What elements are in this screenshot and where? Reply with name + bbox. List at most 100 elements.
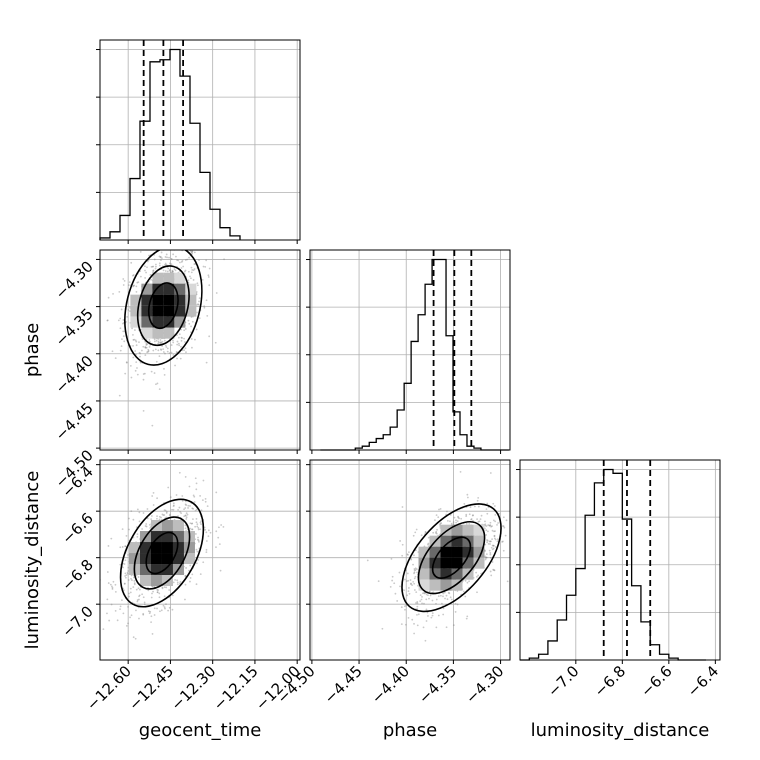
sample-point bbox=[159, 339, 162, 341]
sample-point bbox=[189, 236, 191, 238]
sample-point bbox=[171, 594, 174, 597]
sample-point bbox=[183, 515, 186, 518]
sample-point bbox=[411, 584, 414, 587]
sample-point bbox=[136, 281, 139, 284]
sample-point bbox=[152, 271, 154, 274]
sample-point bbox=[185, 512, 188, 515]
sample-point bbox=[148, 345, 151, 348]
sample-point bbox=[135, 361, 138, 364]
sample-point bbox=[493, 537, 496, 540]
sample-point bbox=[176, 357, 178, 360]
sample-point bbox=[165, 264, 168, 266]
sample-point bbox=[412, 563, 414, 566]
density-block bbox=[462, 524, 474, 536]
contour-line bbox=[147, 282, 179, 330]
sample-point bbox=[195, 548, 198, 551]
sample-point bbox=[129, 591, 132, 594]
sample-point bbox=[132, 576, 135, 579]
sample-point bbox=[165, 603, 167, 606]
x-tick-label: −6.8 bbox=[591, 662, 629, 700]
sample-point bbox=[404, 578, 406, 581]
sample-point bbox=[132, 285, 134, 288]
sample-point bbox=[122, 278, 125, 280]
sample-point bbox=[161, 340, 164, 343]
sample-point bbox=[185, 351, 187, 354]
sample-point bbox=[151, 495, 154, 497]
sample-point bbox=[410, 583, 412, 585]
sample-point bbox=[431, 599, 434, 602]
sample-point bbox=[198, 259, 200, 261]
sample-point bbox=[156, 382, 159, 385]
sample-point bbox=[496, 540, 499, 543]
sample-point bbox=[139, 275, 142, 278]
sample-point bbox=[148, 612, 151, 615]
sample-point bbox=[445, 626, 448, 629]
sample-point bbox=[204, 265, 207, 268]
sample-point bbox=[158, 264, 161, 267]
sample-point bbox=[205, 548, 208, 551]
sample-point bbox=[174, 244, 176, 246]
sample-point bbox=[400, 606, 403, 609]
density-block bbox=[172, 531, 184, 543]
sample-point bbox=[193, 241, 195, 243]
sample-point bbox=[406, 594, 409, 597]
y-axis-label-phase: phase bbox=[22, 323, 43, 377]
sample-point bbox=[165, 586, 168, 589]
sample-point bbox=[188, 569, 190, 572]
sample-point bbox=[135, 340, 138, 343]
sample-point bbox=[414, 575, 417, 578]
density-block bbox=[130, 305, 142, 317]
sample-point bbox=[147, 589, 150, 592]
sample-point bbox=[474, 505, 476, 508]
sample-point bbox=[160, 516, 162, 519]
sample-point bbox=[207, 276, 210, 278]
sample-point bbox=[125, 574, 128, 577]
sample-point bbox=[490, 525, 493, 528]
sample-point bbox=[401, 543, 404, 546]
sample-point bbox=[466, 581, 469, 584]
sample-point bbox=[149, 610, 152, 613]
sample-point bbox=[123, 279, 126, 282]
sample-point bbox=[446, 598, 449, 601]
density-block bbox=[163, 316, 175, 328]
sample-point bbox=[130, 261, 133, 264]
sample-point bbox=[176, 340, 179, 343]
sample-point bbox=[132, 339, 135, 341]
sample-point bbox=[456, 603, 459, 606]
sample-point bbox=[484, 549, 486, 552]
density-block bbox=[185, 305, 197, 317]
sample-point bbox=[197, 536, 199, 539]
density-block bbox=[462, 557, 474, 569]
sample-point bbox=[486, 539, 489, 542]
sample-point bbox=[406, 572, 409, 575]
density-block bbox=[152, 272, 164, 284]
sample-point bbox=[166, 256, 168, 259]
sample-point bbox=[108, 619, 111, 622]
sample-point bbox=[424, 639, 427, 642]
sample-point bbox=[455, 521, 458, 524]
sample-point bbox=[489, 472, 492, 474]
sample-point bbox=[156, 515, 158, 518]
sample-point bbox=[427, 615, 429, 617]
y-axis-label-luminosity-distance: luminosity_distance bbox=[22, 471, 43, 650]
sample-point bbox=[132, 334, 134, 336]
density-block bbox=[141, 294, 153, 306]
sample-point bbox=[180, 267, 183, 269]
sample-point bbox=[142, 512, 145, 514]
geocent-time-histogram-panel bbox=[96, 39, 301, 244]
sample-point bbox=[119, 327, 122, 330]
sample-point bbox=[187, 507, 189, 509]
sample-point bbox=[156, 591, 159, 594]
density-block bbox=[185, 294, 197, 306]
sample-point bbox=[123, 583, 126, 585]
density-block bbox=[139, 575, 151, 587]
sample-point bbox=[532, 530, 534, 532]
sample-point bbox=[109, 583, 112, 586]
sample-point bbox=[399, 585, 401, 588]
density-block bbox=[161, 542, 173, 554]
density-block bbox=[141, 327, 153, 339]
sample-point bbox=[187, 504, 190, 507]
sample-point bbox=[427, 594, 429, 597]
sample-point bbox=[122, 322, 124, 325]
